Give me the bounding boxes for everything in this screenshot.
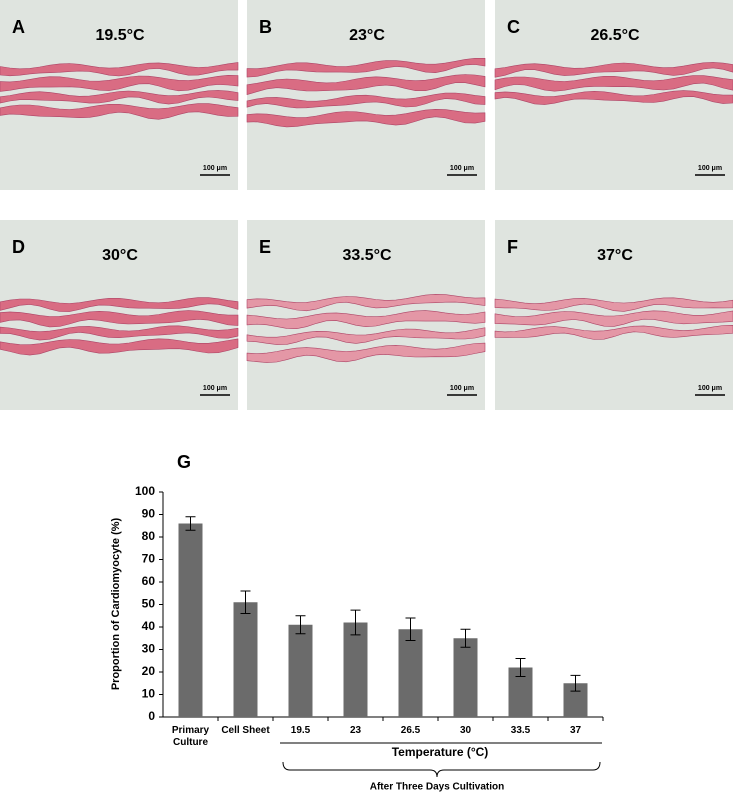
- y-tick-label: 20: [142, 664, 156, 678]
- y-tick-label: 30: [142, 642, 156, 656]
- y-tick-label: 50: [142, 597, 156, 611]
- x-tick-label: 33.5: [510, 725, 531, 736]
- tissue: [246, 92, 486, 109]
- tissue: [246, 108, 486, 128]
- bar: [343, 622, 368, 717]
- scale-bar-label: 100 μm: [450, 385, 474, 392]
- x-axis-label: Temperature (°C): [392, 745, 489, 759]
- y-tick-label: 90: [142, 507, 156, 521]
- x-tick-label: 30: [459, 725, 472, 736]
- y-tick-label: 10: [142, 687, 156, 701]
- tissue: [246, 310, 486, 330]
- x-tick-label: 19.5: [290, 725, 311, 736]
- tissue: [246, 74, 486, 96]
- panel-letter: E: [259, 237, 271, 257]
- tissue: [494, 310, 733, 327]
- tissue: [0, 74, 239, 92]
- panel-letter: B: [259, 17, 272, 37]
- x-tick-label: Cell Sheet: [221, 725, 270, 736]
- tissue: [246, 293, 486, 312]
- panel-temperature: 19.5°C: [95, 27, 145, 44]
- y-tick-label: 0: [148, 709, 155, 723]
- bar: [288, 624, 313, 717]
- panel-temperature: 23°C: [349, 27, 385, 44]
- tissue: [0, 297, 239, 312]
- panel-letter: F: [507, 237, 518, 257]
- tissue: [246, 342, 486, 363]
- panel-letter: C: [507, 17, 520, 37]
- error-bar: [405, 617, 416, 641]
- y-tick-label: 40: [142, 619, 156, 633]
- error-bar: [240, 590, 251, 614]
- bar: [178, 523, 203, 717]
- bar: [453, 638, 478, 717]
- x-tick-label: 26.5: [400, 725, 421, 736]
- bracket: [282, 761, 601, 778]
- tissue: [246, 58, 486, 78]
- scale-bar-label: 100 μm: [203, 385, 227, 392]
- x-tick-label: 23: [349, 725, 362, 736]
- y-axis-label: Proportion of Cardiomyocyte (%): [110, 517, 122, 690]
- panel-letter: A: [12, 17, 25, 37]
- error-bar: [515, 658, 526, 677]
- tissue: [494, 297, 733, 312]
- error-bar: [570, 674, 581, 692]
- error-bar: [460, 628, 471, 648]
- panel-temperature: 37°C: [597, 247, 633, 264]
- bar: [398, 629, 423, 717]
- y-tick-label: 100: [135, 484, 155, 498]
- bracket-label: After Three Days Cultivation: [370, 782, 504, 793]
- x-tick-label: 37: [569, 725, 582, 736]
- scale-bar-label: 100 μm: [698, 165, 722, 172]
- panel-temperature: 26.5°C: [590, 27, 640, 44]
- bar: [233, 602, 258, 717]
- tissue: [494, 75, 733, 92]
- error-bar: [295, 615, 306, 635]
- tissue: [0, 90, 239, 105]
- tissue: [246, 327, 486, 345]
- tissue: [494, 62, 733, 78]
- y-tick-label: 70: [142, 552, 156, 566]
- panel-letter: G: [177, 452, 191, 472]
- scale-bar-label: 100 μm: [450, 165, 474, 172]
- tissue: [494, 324, 733, 340]
- tissue: [0, 310, 239, 328]
- panel-temperature: 30°C: [102, 247, 138, 264]
- scale-bar-label: 100 μm: [203, 165, 227, 172]
- y-tick-label: 80: [142, 529, 156, 543]
- panel-letter: D: [12, 237, 25, 257]
- error-bar: [185, 516, 196, 531]
- panel-temperature: 33.5°C: [342, 247, 392, 264]
- tissue: [0, 103, 239, 120]
- tissue: [0, 325, 239, 341]
- tissue: [0, 62, 239, 77]
- tissue: [494, 90, 733, 105]
- x-tick-label: Primary Culture: [171, 725, 210, 748]
- error-bar: [350, 609, 361, 636]
- scale-bar-label: 100 μm: [698, 385, 722, 392]
- tissue: [0, 338, 239, 356]
- y-tick-label: 60: [142, 574, 156, 588]
